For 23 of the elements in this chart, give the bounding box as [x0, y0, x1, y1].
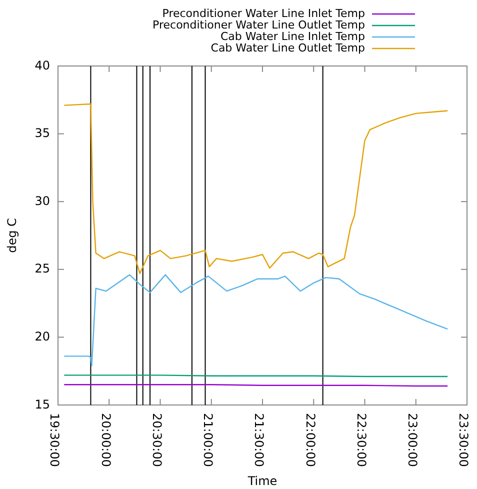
line-series [64, 274, 448, 366]
legend-label: Cab Water Line Inlet Temp [220, 30, 366, 44]
x-tick-label: 20:30:00 [150, 413, 164, 467]
y-tick-label: 30 [34, 194, 50, 208]
x-tick-label: 19:30:00 [48, 413, 62, 467]
y-tick-label: 40 [34, 58, 50, 72]
x-axis-title: Time [246, 474, 278, 488]
x-tick-label: 23:30:00 [456, 413, 471, 467]
y-tick-label: 20 [34, 329, 50, 344]
x-tick-label: 21:30:00 [252, 413, 266, 467]
x-tick-label: 20:00:00 [98, 413, 113, 467]
x-tick-label: 21:00:00 [201, 413, 216, 467]
y-tick-label: 25 [34, 262, 50, 276]
line-series [64, 103, 448, 274]
legend-label: Preconditioner Water Line Outlet Temp [152, 18, 366, 32]
y-tick-label: 35 [34, 126, 50, 140]
y-tick-label: 15 [34, 397, 50, 412]
legend-label: Preconditioner Water Line Inlet Temp [162, 7, 366, 20]
x-tick-label: 22:30:00 [354, 413, 368, 467]
legend-label: Cab Water Line Outlet Temp [210, 42, 366, 55]
x-tick-label: 23:00:00 [406, 413, 420, 467]
x-tick-label: 22:00:00 [303, 413, 318, 467]
y-axis-title: deg C [5, 218, 19, 253]
